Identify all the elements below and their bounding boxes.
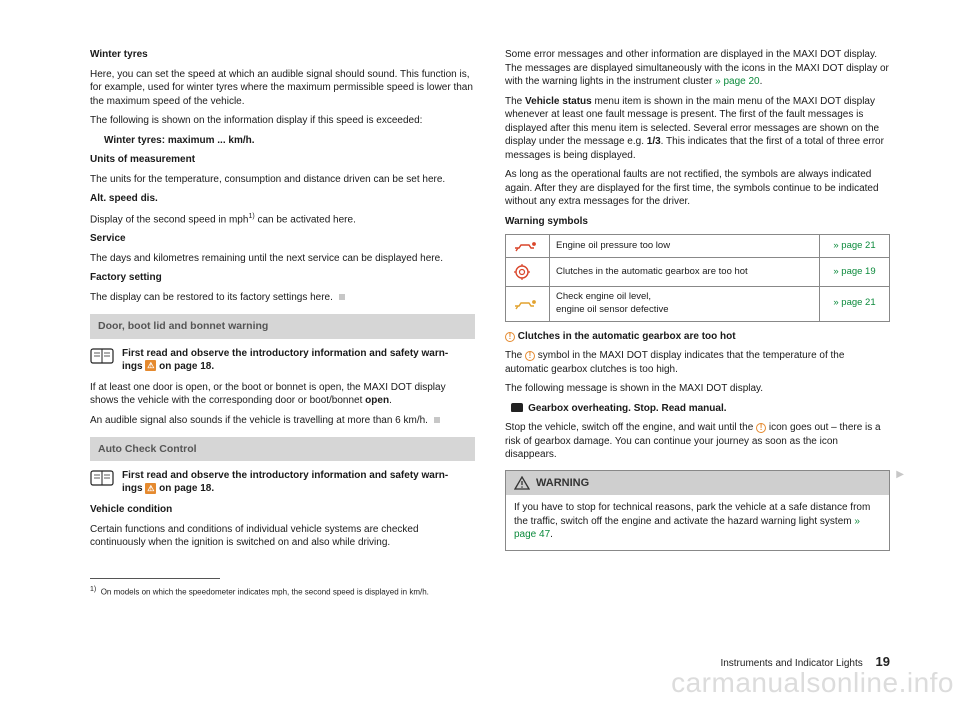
cp3: Gearbox overheating. Stop. Read manual. <box>528 403 726 414</box>
dp1c: . <box>389 395 392 406</box>
footnote-text: On models on which the speedometer indic… <box>101 587 429 596</box>
section-door-heading: Door, boot lid and bonnet warning <box>90 314 475 338</box>
watermark: carmanualsonline.info <box>665 665 960 701</box>
table-desc: Check engine oil level, engine oil senso… <box>550 287 820 322</box>
heading-units: Units of measurement <box>90 153 475 167</box>
rp2a: The <box>505 96 525 107</box>
text-alt-speed: Display of the second speed in mph1) can… <box>90 212 475 227</box>
car-icon <box>511 403 523 412</box>
text-winter-tyres-1: Here, you can set the speed at which an … <box>90 68 475 109</box>
rp2d: 1/3 <box>647 136 661 147</box>
right-p3: As long as the operational faults are no… <box>505 168 890 209</box>
oil-pressure-icon <box>506 235 550 258</box>
warning-title: WARNING <box>536 476 589 491</box>
dp1a: If at least one door is open, or the boo… <box>90 382 446 407</box>
intro1-line2b: on page 18. <box>156 361 214 372</box>
book-icon <box>90 469 114 487</box>
cp1a: The <box>505 350 525 361</box>
table-desc: Clutches in the automatic gearbox are to… <box>550 258 820 287</box>
intro-text-2: First read and observe the introductory … <box>122 469 448 495</box>
info-circle-icon: ! <box>756 423 766 433</box>
intro2-line2a: ings <box>122 483 145 494</box>
info-circle-icon: ! <box>525 351 535 361</box>
heading-service: Service <box>90 232 475 246</box>
page-ref-21: » page 21 <box>820 235 890 258</box>
warning-triangle-icon <box>514 476 530 490</box>
clutch-p4: Stop the vehicle, switch off the engine,… <box>505 421 890 462</box>
door-paragraph-1: If at least one door is open, or the boo… <box>90 381 475 408</box>
right-column: Some error messages and other informatio… <box>505 48 890 604</box>
rp1c: . <box>760 76 763 87</box>
section-end-icon <box>434 417 440 423</box>
dp1b: open <box>365 395 389 406</box>
csh: Clutches in the automatic gearbox are to… <box>515 331 736 342</box>
alt-speed-a: Display of the second speed in mph <box>90 214 248 225</box>
text-winter-tyres-2: The following is shown on the informatio… <box>90 114 475 128</box>
wbc: . <box>550 529 553 540</box>
left-column: Winter tyres Here, you can set the speed… <box>90 48 475 604</box>
info-circle-icon: ! <box>505 332 515 342</box>
table-row: Engine oil pressure too low » page 21 <box>506 235 890 258</box>
heading-winter-tyres: Winter tyres <box>90 48 475 62</box>
book-icon <box>90 347 114 365</box>
warning-box-body: If you have to stop for technical reason… <box>506 495 889 550</box>
right-p2: The Vehicle status menu item is shown in… <box>505 95 890 163</box>
intro2-line1: First read and observe the introductory … <box>122 470 448 481</box>
footnote: 1) On models on which the speedometer in… <box>90 585 475 598</box>
continuation-arrow-icon: ▶ <box>896 468 904 482</box>
td3a: Check engine oil level, <box>556 291 651 302</box>
rp1a: Some error messages and other informatio… <box>505 49 889 87</box>
page-ref-21b: » page 21 <box>820 287 890 322</box>
text-service: The days and kilometres remaining until … <box>90 252 475 266</box>
text-factory: The display can be restored to its facto… <box>90 291 475 305</box>
text-units: The units for the temperature, consumpti… <box>90 173 475 187</box>
page-ref-20: » page 20 <box>715 76 760 87</box>
intro2-line2b: on page 18. <box>156 483 214 494</box>
warning-symbols-table: Engine oil pressure too low » page 21 Cl… <box>505 234 890 322</box>
wba: If you have to stop for technical reason… <box>514 502 870 527</box>
clutch-subheading: ! Clutches in the automatic gearbox are … <box>505 330 890 344</box>
clutch-p3: Gearbox overheating. Stop. Read manual. <box>505 402 890 416</box>
heading-alt-speed: Alt. speed dis. <box>90 192 475 206</box>
intro-row-2: First read and observe the introductory … <box>90 469 475 495</box>
footnote-rule <box>90 578 220 579</box>
rp2b: Vehicle status <box>525 96 592 107</box>
cp4a: Stop the vehicle, switch off the engine,… <box>505 422 756 433</box>
heading-factory: Factory setting <box>90 271 475 285</box>
page-ref-19: » page 19 <box>820 258 890 287</box>
dp2: An audible signal also sounds if the veh… <box>90 415 428 426</box>
alt-speed-b: can be activated here. <box>255 214 356 225</box>
text-vehicle-condition: Certain functions and conditions of indi… <box>90 523 475 550</box>
heading-vehicle-condition: Vehicle condition <box>90 503 475 517</box>
table-row: Check engine oil level, engine oil senso… <box>506 287 890 322</box>
right-p1: Some error messages and other informatio… <box>505 48 890 89</box>
text-winter-tyres-indent: Winter tyres: maximum ... km/h. <box>104 134 475 148</box>
clutch-p2: The following message is shown in the MA… <box>505 382 890 396</box>
footnote-num: 1) <box>90 586 96 593</box>
warning-badge-icon: ⚠ <box>145 483 156 494</box>
clutch-hot-icon <box>506 258 550 287</box>
warning-badge-icon: ⚠ <box>145 360 156 371</box>
cp1b: symbol in the MAXI DOT display indicates… <box>505 350 844 375</box>
oil-level-icon <box>506 287 550 322</box>
td3b: engine oil sensor defective <box>556 304 669 315</box>
section-end-icon <box>339 294 345 300</box>
warning-box-header: WARNING <box>506 471 889 496</box>
intro1-line1: First read and observe the introductory … <box>122 348 448 359</box>
section-auto-heading: Auto Check Control <box>90 437 475 461</box>
intro1-line2a: ings <box>122 361 145 372</box>
door-paragraph-2: An audible signal also sounds if the veh… <box>90 414 475 428</box>
heading-warning-symbols: Warning symbols <box>505 215 890 229</box>
warning-box: WARNING If you have to stop for technica… <box>505 470 890 551</box>
manual-page: Winter tyres Here, you can set the speed… <box>0 0 960 701</box>
table-desc: Engine oil pressure too low <box>550 235 820 258</box>
factory-body: The display can be restored to its facto… <box>90 292 333 303</box>
two-column-layout: Winter tyres Here, you can set the speed… <box>90 48 890 604</box>
table-row: Clutches in the automatic gearbox are to… <box>506 258 890 287</box>
intro-row-1: First read and observe the introductory … <box>90 347 475 373</box>
intro-text-1: First read and observe the introductory … <box>122 347 448 373</box>
clutch-p1: The ! symbol in the MAXI DOT display ind… <box>505 349 890 376</box>
